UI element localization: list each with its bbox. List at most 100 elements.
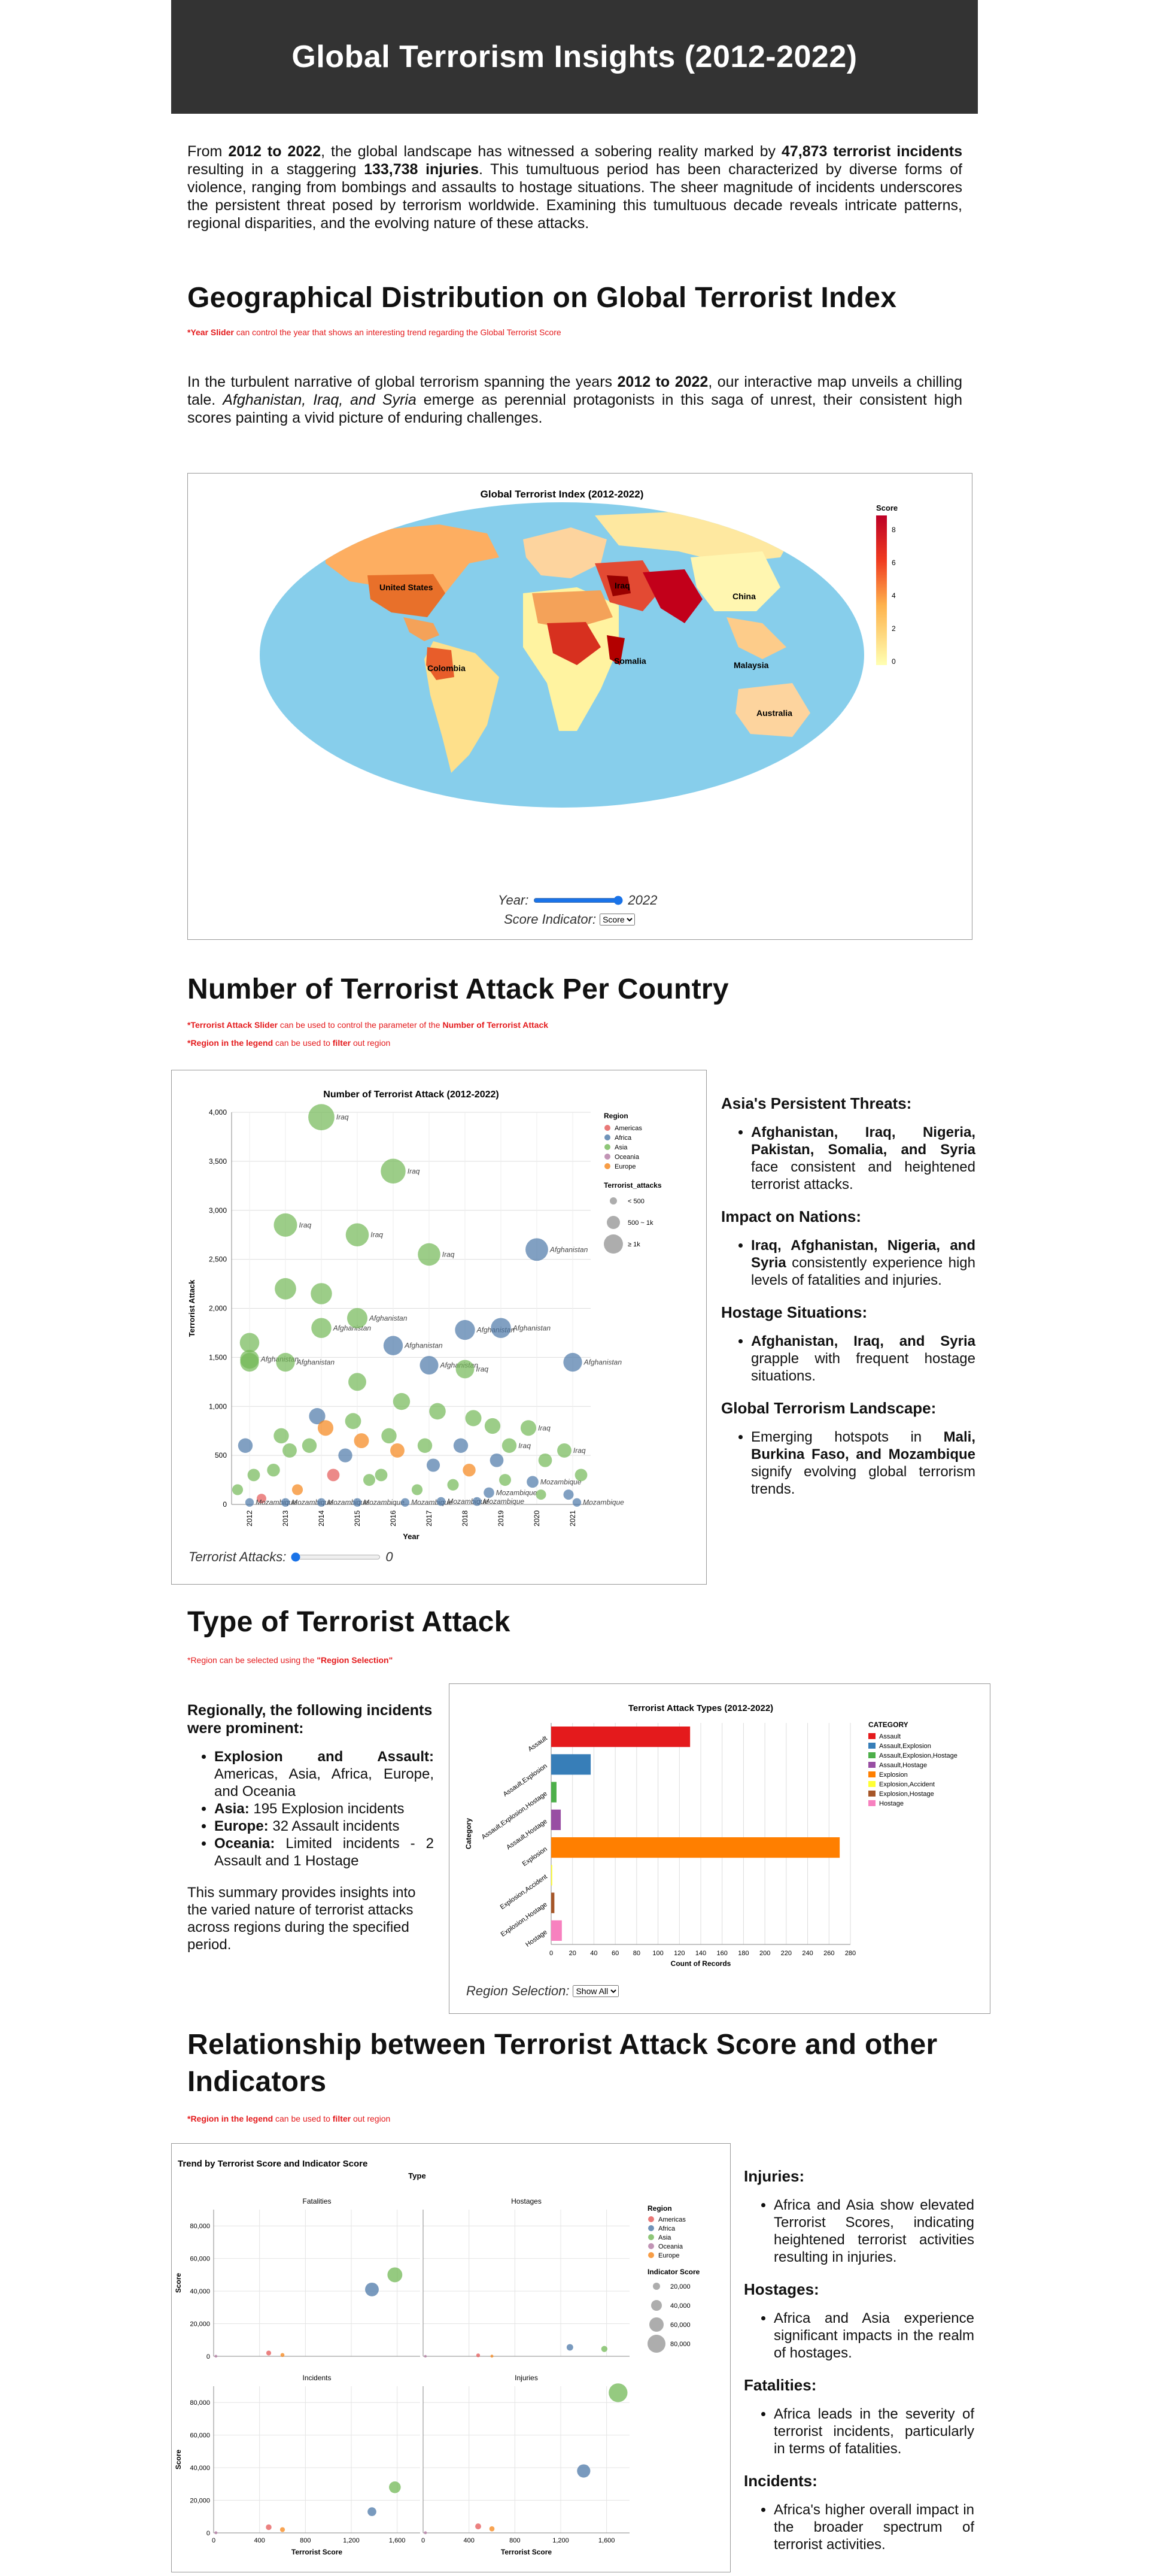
data-point <box>390 1443 405 1458</box>
attacks-heading: Number of Terrorist Attack Per Country <box>187 973 729 1005</box>
facet-title: Incidents <box>302 2374 331 2382</box>
types-item: Oceania: Limited incidents - 2 Assault a… <box>214 1835 434 1870</box>
year-slider-value: 2022 <box>628 893 658 908</box>
attack-slider[interactable] <box>291 1552 381 1562</box>
legend-label: Explosion,Hostage <box>879 1791 934 1798</box>
data-point <box>520 1420 537 1436</box>
point-label: Iraq <box>476 1365 488 1373</box>
china-shape <box>691 551 780 611</box>
data-point <box>338 1448 352 1463</box>
data-point <box>536 1489 546 1500</box>
bar <box>551 1809 561 1830</box>
data-point <box>490 1453 504 1467</box>
southeast-asia-shape <box>727 617 786 659</box>
intro-section: From 2012 to 2022, the global landscape … <box>187 142 962 232</box>
legend-size-swatch <box>610 1197 617 1204</box>
data-point <box>601 2346 607 2352</box>
x-tick-label: 400 <box>254 2537 265 2544</box>
x-tick-label: 140 <box>695 1950 706 1957</box>
point-label: Afghanistan <box>296 1358 335 1367</box>
facet-title: Fatalities <box>302 2197 331 2205</box>
legend-swatch <box>648 2252 654 2258</box>
data-point <box>279 2527 285 2532</box>
types-item: Europe: 32 Assault incidents <box>214 1818 434 1835</box>
page-title: Global Terrorism Insights (2012-2022) <box>291 40 858 74</box>
y-tick-label: 2,000 <box>209 1304 227 1313</box>
insight-title: Hostage Situations: <box>721 1303 868 1321</box>
relation-facet-chart[interactable]: Trend by Terrorist Score and Indicator S… <box>172 2144 730 2572</box>
relation-insight-item: Africa and Asia show elevated Terrorist … <box>774 2196 974 2266</box>
legend-size-title: Terrorist_attacks <box>604 1181 662 1190</box>
legend-label: Asia <box>658 2234 671 2241</box>
data-point <box>387 2267 403 2283</box>
data-point <box>436 1497 446 1506</box>
legend-swatch <box>868 1791 876 1797</box>
x-tick-label: 180 <box>738 1950 749 1957</box>
y-tick-label: 80,000 <box>190 2399 210 2407</box>
data-point <box>273 1428 289 1444</box>
y-tick-label: 1,000 <box>209 1402 227 1410</box>
point-label: Afghanistan <box>549 1245 588 1254</box>
point-label: Afghanistan <box>404 1342 443 1350</box>
year-slider[interactable] <box>533 896 624 905</box>
data-point <box>489 2526 495 2532</box>
intro-paragraph: From 2012 to 2022, the global landscape … <box>187 143 962 232</box>
map-panel: Global Terrorist Index (2012-2022) <box>187 473 972 940</box>
types-item: Explosion and Assault: Americas, Asia, A… <box>214 1748 434 1800</box>
data-point <box>317 1498 326 1507</box>
y-tick-label: 0 <box>206 2353 210 2360</box>
point-label: Mozambique <box>540 1477 582 1486</box>
data-point <box>257 1494 266 1504</box>
north-africa-shape <box>532 590 613 629</box>
relation-insight-item: Africa and Asia experience significant i… <box>774 2310 974 2362</box>
data-point <box>345 1223 369 1246</box>
point-label: Iraq <box>370 1231 383 1239</box>
legend-label: Americas <box>658 2216 686 2223</box>
insight-list: Emerging hotspots in Mali, Burkina Faso,… <box>721 1428 975 1498</box>
data-point <box>214 2354 218 2358</box>
data-point <box>245 1498 254 1507</box>
attacks-scatter-chart[interactable]: Number of Terrorist Attack (2012-2022) 0 5… <box>172 1070 706 1549</box>
map-label-united-states: United States <box>379 582 433 592</box>
legend-swatch <box>868 1771 876 1777</box>
legend-label: Europe <box>658 2252 679 2259</box>
legend-label: Africa <box>615 1134 632 1142</box>
legend-swatch <box>604 1154 610 1160</box>
facet-title: Hostages <box>511 2197 542 2205</box>
region-selection-control: Region Selection: Show All <box>466 1983 619 1999</box>
score-indicator-select[interactable]: Score <box>600 914 636 926</box>
x-tick-label: 200 <box>759 1950 770 1957</box>
y-tick-label: 80,000 <box>190 2223 210 2230</box>
australia-shape <box>735 683 810 737</box>
region-selection-select[interactable]: Show All <box>573 1985 619 1997</box>
y-tick-label: 4,000 <box>209 1108 227 1116</box>
legend-size-label: 20,000 <box>670 2283 691 2290</box>
data-point <box>400 1498 410 1507</box>
data-point <box>375 1468 388 1482</box>
data-point <box>426 1458 440 1472</box>
data-point <box>389 2481 401 2493</box>
y-axis-title: Score <box>174 2450 183 2470</box>
data-point <box>240 1352 259 1372</box>
data-point <box>455 1360 475 1379</box>
attack-types-bar-chart[interactable]: Terrorist Attack Types (2012-2022) 0 20 40 6… <box>449 1684 990 1983</box>
data-point <box>348 1373 366 1391</box>
data-point <box>327 1468 340 1482</box>
score-indicator-control: Score Indicator: Score <box>504 912 636 927</box>
x-tick-label: 160 <box>717 1950 728 1957</box>
insight-item: Emerging hotspots in Mali, Burkina Faso,… <box>751 1428 975 1498</box>
map-title: Global Terrorist Index (2012-2022) <box>481 489 644 500</box>
iraq-shape <box>607 575 631 596</box>
score-indicator-label: Score Indicator: <box>504 912 597 927</box>
y-axis-title: Category <box>464 1818 473 1849</box>
legend-title: CATEGORY <box>868 1721 908 1729</box>
relation-panel: Trend by Terrorist Score and Indicator S… <box>171 2143 731 2572</box>
x-tick-label: 800 <box>509 2537 520 2544</box>
legend-label: Oceania <box>615 1154 640 1161</box>
legend-size-swatch <box>604 1234 623 1254</box>
data-point <box>609 2383 628 2402</box>
point-label: Mozambique <box>447 1497 488 1506</box>
world-map-chart[interactable]: Global Terrorist Index (2012-2022) <box>188 474 972 893</box>
x-tick-label: 280 <box>845 1950 856 1957</box>
legend-label: Africa <box>658 2225 676 2232</box>
